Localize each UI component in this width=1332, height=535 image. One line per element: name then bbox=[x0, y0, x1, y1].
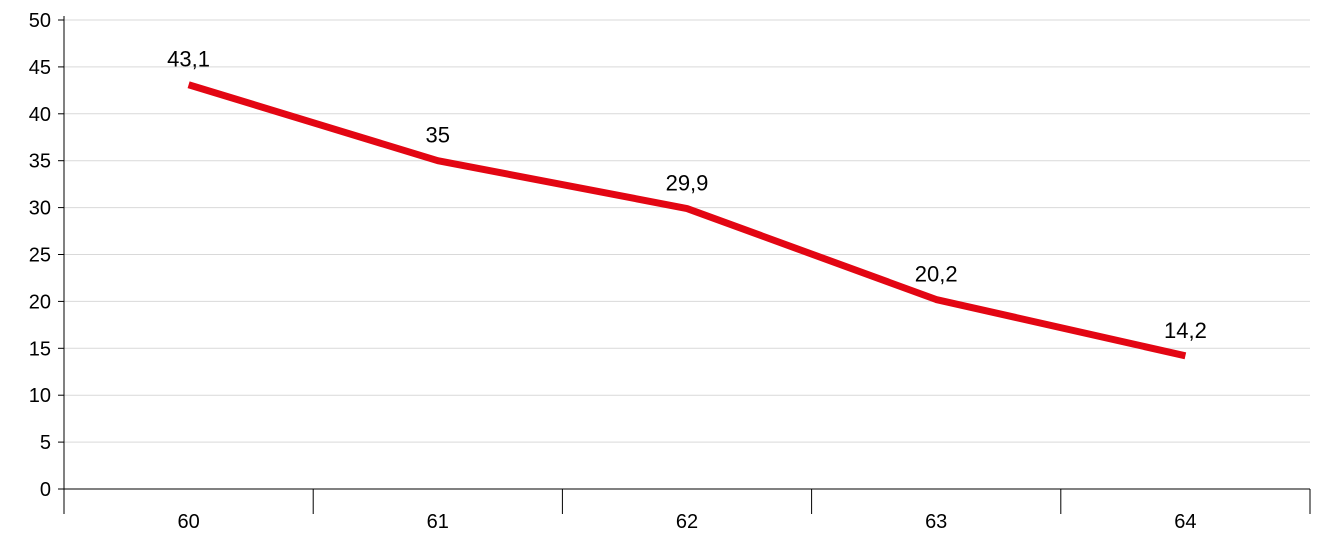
data-label: 35 bbox=[426, 123, 450, 148]
series-group bbox=[187, 81, 1187, 360]
x-tick-label: 61 bbox=[427, 511, 449, 533]
x-tick-label: 60 bbox=[177, 511, 199, 533]
series-line bbox=[187, 81, 1187, 360]
y-tick-label: 10 bbox=[29, 385, 51, 407]
data-label: 20,2 bbox=[915, 262, 958, 287]
data-label: 43,1 bbox=[167, 47, 210, 72]
y-tick-label: 40 bbox=[29, 104, 51, 126]
gridlines bbox=[64, 19, 1310, 443]
data-labels: 43,1 35 29,9 20,2 14,2 bbox=[167, 47, 1207, 343]
data-label: 14,2 bbox=[1164, 318, 1207, 343]
y-tick-label: 0 bbox=[40, 479, 51, 501]
y-tick-label: 15 bbox=[29, 338, 51, 360]
y-tick-label: 5 bbox=[40, 432, 51, 454]
y-tick-label: 50 bbox=[29, 10, 51, 32]
x-tick-label: 64 bbox=[1174, 511, 1196, 533]
y-tick-label: 20 bbox=[29, 291, 51, 313]
x-axis-ticks: 60 61 62 63 64 bbox=[63, 489, 1311, 533]
y-tick-label: 25 bbox=[29, 245, 51, 267]
x-tick-label: 63 bbox=[925, 511, 947, 533]
axes bbox=[63, 16, 1310, 490]
y-tick-label: 45 bbox=[29, 57, 51, 79]
data-label: 29,9 bbox=[666, 171, 709, 196]
y-tick-label: 35 bbox=[29, 151, 51, 173]
y-tick-label: 30 bbox=[29, 198, 51, 220]
y-axis-ticks: 0 5 10 15 20 25 30 35 40 45 50 bbox=[29, 10, 64, 501]
x-tick-label: 62 bbox=[676, 511, 698, 533]
